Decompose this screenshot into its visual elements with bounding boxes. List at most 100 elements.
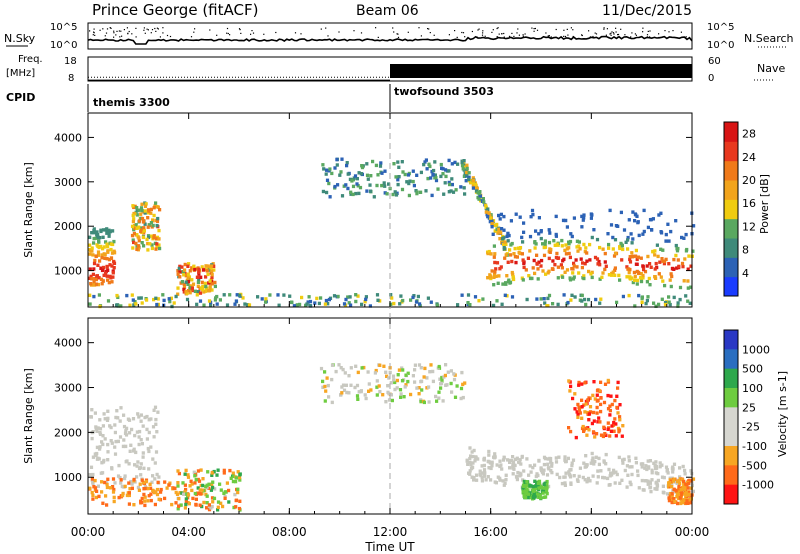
- velocity-cell: [155, 492, 160, 497]
- power-cell: [655, 243, 659, 247]
- noise-search-dot: [471, 30, 473, 33]
- power-cell: [142, 231, 146, 235]
- power-cell: [92, 294, 96, 299]
- nave-tick-high: 60: [708, 56, 721, 67]
- power-cell: [419, 190, 423, 194]
- velocity-cell: [441, 399, 445, 403]
- power-cell: [326, 302, 330, 306]
- velocity-cell: [434, 394, 438, 399]
- power-cell: [611, 247, 615, 251]
- noise-search-dot: [603, 27, 605, 29]
- power-colorbar-swatch: [724, 257, 738, 278]
- power-cell: [292, 304, 296, 308]
- power-cell: [197, 278, 201, 282]
- velocity-cell: [127, 491, 131, 495]
- velocity-cell: [151, 488, 155, 493]
- power-cell: [360, 164, 364, 168]
- velocity-cell: [486, 475, 490, 479]
- velocity-cell: [580, 398, 584, 402]
- power-cell: [149, 207, 153, 212]
- power-cell: [321, 189, 325, 194]
- velocity-cell: [504, 477, 508, 482]
- velocity-cell: [681, 464, 685, 469]
- velocity-cell: [625, 485, 629, 489]
- power-cell: [531, 266, 535, 270]
- power-cell: [137, 296, 141, 300]
- velocity-cell: [649, 489, 653, 494]
- velocity-cell: [190, 488, 194, 493]
- power-cell: [213, 298, 217, 302]
- power-cell: [489, 275, 493, 279]
- velocity-cell: [98, 447, 102, 451]
- power-cell: [556, 276, 560, 280]
- velocity-cell: [404, 383, 408, 387]
- power-cell: [539, 230, 543, 234]
- power-cell: [625, 275, 629, 279]
- velocity-cell: [569, 384, 573, 389]
- power-cell: [104, 271, 108, 276]
- noise-search-dot: [119, 36, 121, 38]
- velocity-cell: [127, 418, 132, 422]
- velocity-cell: [106, 409, 110, 413]
- power-cell: [670, 274, 674, 279]
- power-cell: [559, 263, 563, 267]
- velocity-cell: [539, 485, 543, 489]
- power-cell: [645, 298, 649, 303]
- velocity-cell: [449, 381, 453, 386]
- noise-search-dot: [338, 31, 340, 33]
- velocity-cell: [542, 462, 546, 467]
- power-cell: [190, 278, 194, 282]
- noise-search-dot: [550, 36, 552, 38]
- noise-search-dot: [503, 32, 505, 35]
- velocity-cell: [398, 388, 403, 392]
- velocity-cell: [577, 474, 581, 479]
- velocity-cell: [604, 462, 608, 466]
- velocity-cell: [608, 408, 612, 413]
- velocity-cell: [236, 490, 240, 495]
- power-cell: [97, 293, 101, 297]
- velocity-cell: [429, 363, 433, 367]
- velocity-cell: [123, 484, 127, 489]
- power-cell: [325, 190, 329, 195]
- velocity-cell: [131, 417, 136, 421]
- velocity-cell: [155, 430, 159, 434]
- power-cell: [561, 218, 566, 223]
- velocity-cell: [337, 363, 341, 367]
- velocity-cell: [588, 405, 593, 409]
- power-cell: [142, 229, 146, 233]
- velocity-cell: [531, 495, 535, 500]
- velocity-cell: [95, 445, 99, 450]
- velocity-cell: [684, 501, 688, 505]
- power-cell: [112, 239, 116, 244]
- power-cell: [151, 218, 155, 223]
- power-cell: [518, 246, 523, 250]
- noise-search-dot: [567, 34, 569, 36]
- power-cell: [439, 174, 443, 179]
- velocity-cell: [550, 464, 554, 468]
- power-cell: [140, 208, 144, 213]
- velocity-cell: [438, 377, 442, 381]
- velocity-cell: [143, 495, 147, 499]
- noise-search-dot: [564, 35, 567, 38]
- velocity-cell: [678, 466, 682, 470]
- power-cell: [651, 249, 655, 254]
- velocity-cell: [583, 478, 587, 482]
- velocity-cell: [192, 470, 196, 474]
- noise-search-dot: [536, 29, 539, 31]
- noise-search-dot: [478, 28, 480, 30]
- velocity-cell: [401, 368, 405, 372]
- velocity-cell: [176, 481, 180, 485]
- velocity-cell: [586, 410, 590, 415]
- velocity-cell: [128, 449, 132, 453]
- noise-search-dot: [193, 31, 195, 33]
- velocity-cell: [684, 491, 688, 495]
- power-cell: [641, 264, 645, 268]
- velocity-cell: [520, 455, 524, 459]
- velocity-cell: [667, 496, 671, 500]
- power-cell: [182, 273, 186, 277]
- velocity-cell: [644, 464, 648, 468]
- velocity-cell: [460, 370, 464, 375]
- velocity-cell: [591, 474, 595, 478]
- power-cell: [465, 163, 469, 167]
